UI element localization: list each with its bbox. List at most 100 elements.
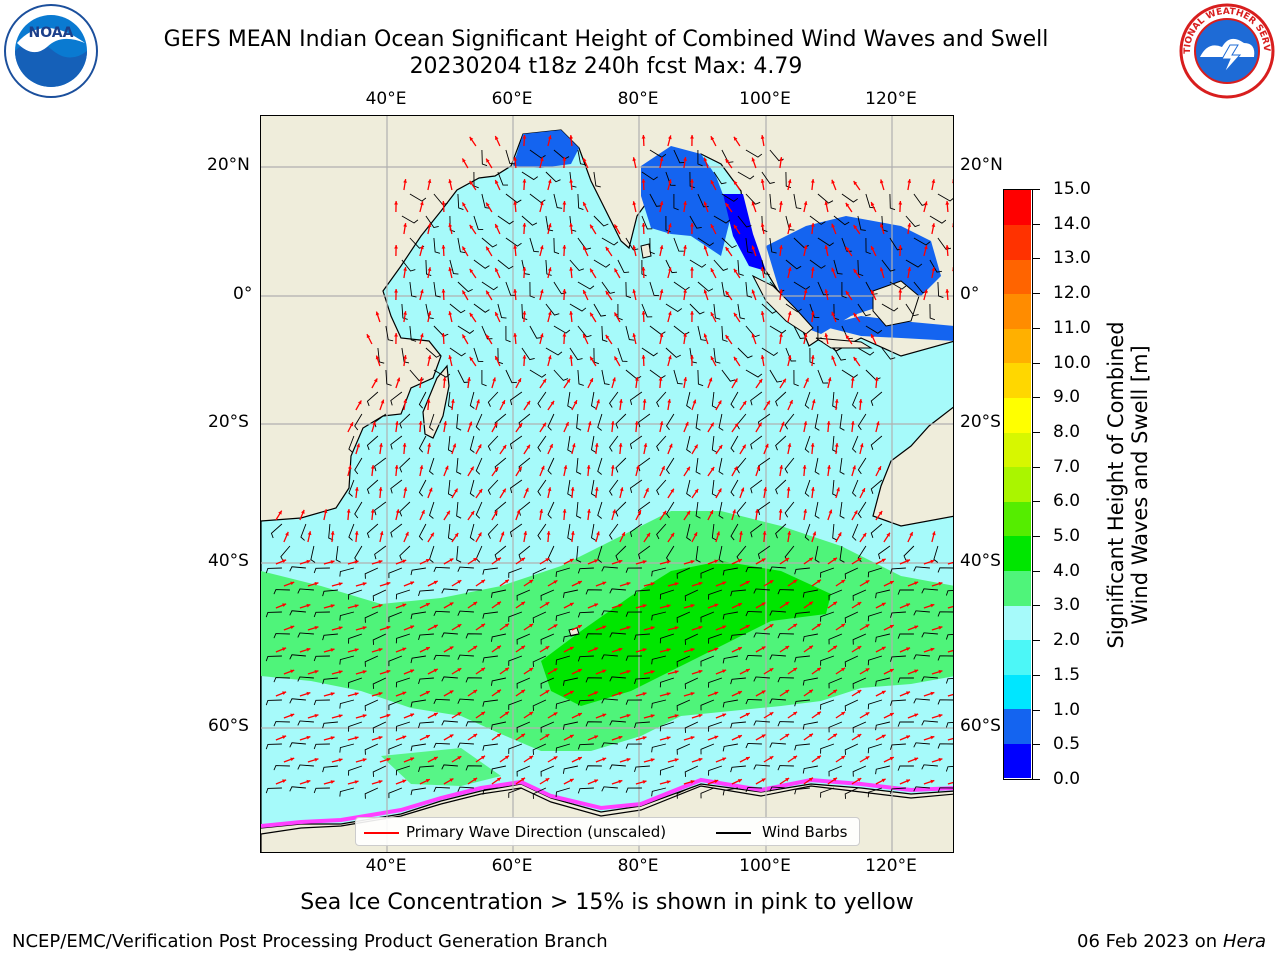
wave-direction-arrowhead [596,399,600,404]
wind-barb [597,501,603,519]
wave-direction-arrowhead [451,399,455,403]
wave-direction-arrowhead [470,466,474,471]
wind-barb [722,567,738,576]
colorbar-tick-mark [1033,536,1040,538]
wind-barb [769,237,777,254]
wind-barb [745,655,762,661]
wave-direction-arrowhead [641,355,646,359]
wind-barb [913,566,930,572]
wind-barb [929,303,935,321]
wave-direction-arrowhead [513,201,518,205]
wind-barb-legend-label: Wind Barbs [762,823,848,841]
wind-barb [775,479,787,495]
wave-direction-arrowhead [612,509,616,514]
wave-direction-arrowhead [626,669,631,674]
wave-direction-arrowhead [803,421,808,426]
wave-direction-arrowhead [314,625,319,630]
wind-barb [777,589,794,595]
wave-direction-arrowhead [952,223,953,228]
wave-direction-arrowhead [477,444,482,449]
wave-direction-arrowhead [545,778,550,782]
wind-barb [737,303,746,320]
wave-direction-arrow [947,561,953,565]
wind-barb [722,611,738,620]
wave-direction-arrowhead [889,712,894,717]
wave-direction-arrowhead [810,267,815,271]
wave-direction-arrowhead [495,267,499,272]
wind-barb [722,655,738,664]
wave-direction-arrowhead [725,290,730,295]
wind-barb [695,501,701,519]
java-sea [821,316,953,341]
wave-direction-arrowhead [354,487,359,491]
wind-barb [339,787,355,797]
wave-direction-arrowhead [403,487,408,492]
wind-barb [447,391,454,409]
wind-barb [364,611,379,623]
wave-direction-arrowhead [502,444,507,449]
wind-barb [354,413,363,431]
wave-direction-arrowhead [486,202,490,207]
wind-barb [651,743,667,753]
wave-direction-arrowhead [930,647,935,652]
wave-direction-arrowhead [816,711,821,716]
wind-barb [487,435,499,451]
wave-direction-arrowhead [698,581,703,586]
wave-direction-arrowhead [779,289,783,293]
wave-direction-arrowhead [690,179,694,183]
wind-barb [809,259,826,269]
wind-barb [449,215,456,233]
wave-direction-arrowhead [395,421,399,425]
wind-barb [547,501,555,519]
wave-direction-arrowhead [529,711,534,716]
wind-barb [828,589,843,601]
wave-direction-arrowhead [529,579,534,584]
wave-direction-arrowhead [674,714,679,718]
wave-direction-arrowhead [684,421,689,426]
wave-direction-arrowhead [330,736,335,740]
wind-barb [418,765,434,772]
wave-direction-arrowhead [443,421,448,425]
wind-barb [593,171,601,188]
wave-direction-arrowhead [698,713,703,718]
wind-barb [673,149,685,164]
wind-barb [399,545,411,561]
wave-direction-arrowhead [739,531,743,535]
wave-direction-arrowhead [714,559,719,564]
wave-direction-arrowhead [441,289,446,293]
wave-direction-arrowhead [816,667,821,672]
wave-direction-arrowhead [478,532,482,537]
wind-barb [841,237,852,252]
wave-direction-arrowhead [659,421,664,426]
wind-barb [689,215,702,229]
wave-direction-arrowhead [525,487,529,492]
wind-barb [638,413,651,428]
wave-direction-arrowhead [504,579,509,584]
wave-direction-arrowhead [710,180,715,185]
wind-barb [937,237,952,250]
wave-direction-arrowhead [587,421,592,426]
wind-barb [567,523,573,541]
wind-barb [713,215,731,224]
wind-barb [905,259,923,268]
wave-direction-arrowhead [725,158,730,163]
wave-direction-arrowhead [545,734,550,738]
wave-direction-arrowhead [907,267,912,271]
wave-direction-arrowhead [410,713,415,717]
wave-direction-arrowhead [442,377,447,381]
wave-direction-arrowhead [462,334,466,339]
colorbar-tick-mark [1033,362,1040,364]
wave-direction-arrowhead [354,692,359,696]
wind-barb [903,545,915,561]
wave-direction-arrowhead [346,509,351,513]
wind-barb [757,545,771,559]
wave-direction-arrowhead [857,690,862,694]
wave-direction-arrowhead [571,443,576,448]
wave-direction-arrowhead [930,735,935,740]
wave-direction-arrowhead [448,179,453,184]
wind-barb [569,347,583,361]
wind-barb [804,479,811,497]
wave-direction-arrowhead [816,579,821,584]
wave-direction-arrowhead [740,487,745,492]
colorbar-tick-mark [1033,640,1040,642]
